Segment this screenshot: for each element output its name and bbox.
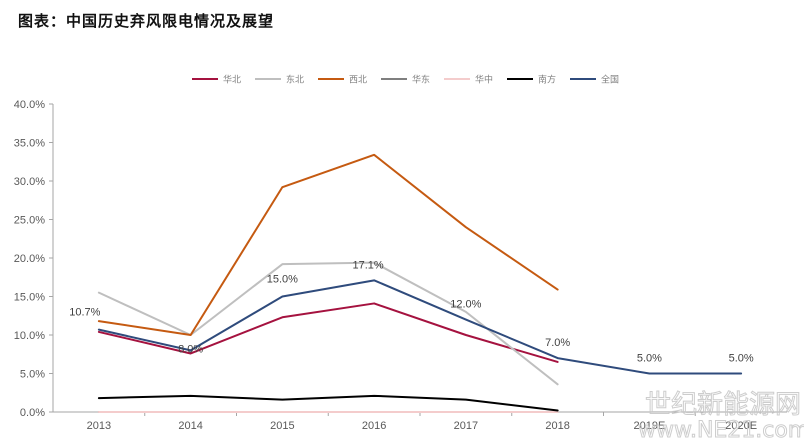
data-label: 5.0% [637,353,662,365]
series-line-西北 [97,153,559,336]
legend-label: 全国 [601,74,619,86]
x-tick-label: 2019E [633,420,665,432]
watermark-line1: 世纪新能源网 [645,390,801,420]
watermark-line2: www.NE21.com [638,418,804,441]
x-tick-label: 2017 [454,420,478,432]
x-tick-label: 2014 [178,420,202,432]
y-tick-label: 10.0% [14,330,45,342]
data-label: 10.7% [69,307,100,319]
y-tick-label: 20.0% [14,253,45,265]
y-tick-label: 15.0% [14,292,45,304]
x-tick-label: 2016 [362,420,386,432]
x-tick-label: 2018 [545,420,569,432]
x-tick-label: 2015 [270,420,294,432]
legend-label: 华东 [412,74,430,86]
legend-item-西北: 西北 [318,75,367,86]
data-label: 12.0% [450,299,481,311]
data-label: 8.0% [178,343,203,355]
legend-label: 西北 [349,75,367,86]
data-label: 5.0% [729,353,754,365]
series-line-南方 [97,394,559,412]
legend-item-全国: 全国 [570,74,619,86]
legend-label: 南方 [538,74,556,86]
data-label: 7.0% [545,337,570,349]
series-line-全国 [97,279,743,375]
data-label: 17.1% [353,259,384,271]
y-tick-label: 30.0% [14,176,45,188]
data-labels: 10.7% 8.0% 15.0% 17.1% 12.0% 7.0% 5.0% 5.0% [69,259,754,364]
y-axis: 0.0% 5.0% 10.0% 15.0% 20.0% 25.0% 30.0% 35.0% 40… [14,99,54,419]
data-label: 15.0% [267,274,298,286]
legend-label: 东北 [286,74,304,86]
y-tick-label: 25.0% [14,215,45,227]
legend: 华北 东北 西北 华东 华中 南方 全国 [192,74,619,86]
x-tick-label: 2013 [87,420,111,432]
legend-item-华北: 华北 [192,74,241,86]
legend-item-华中: 华中 [444,74,493,86]
x-tick-label: 2020E [725,420,757,432]
series-line-东北 [97,261,559,386]
y-tick-label: 5.0% [20,369,45,381]
legend-item-南方: 南方 [507,74,556,86]
legend-label: 华中 [475,74,493,86]
chart-title: 图表：中国历史弃风限电情况及展望 [18,12,275,30]
y-tick-label: 40.0% [14,99,45,111]
watermark: 世纪新能源网 www.NE21.com [638,390,804,441]
legend-label: 华北 [223,74,241,86]
series-line-华北 [97,302,559,363]
series-lines [97,153,743,413]
legend-item-华东: 华东 [381,74,430,86]
legend-item-东北: 东北 [255,74,304,86]
y-tick-label: 0.0% [20,407,45,419]
y-tick-label: 35.0% [14,138,45,150]
